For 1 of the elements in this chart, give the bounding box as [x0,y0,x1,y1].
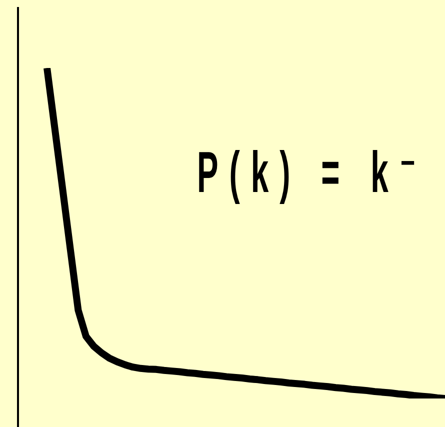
annotation: P(k) = k⁻ [197,140,428,204]
